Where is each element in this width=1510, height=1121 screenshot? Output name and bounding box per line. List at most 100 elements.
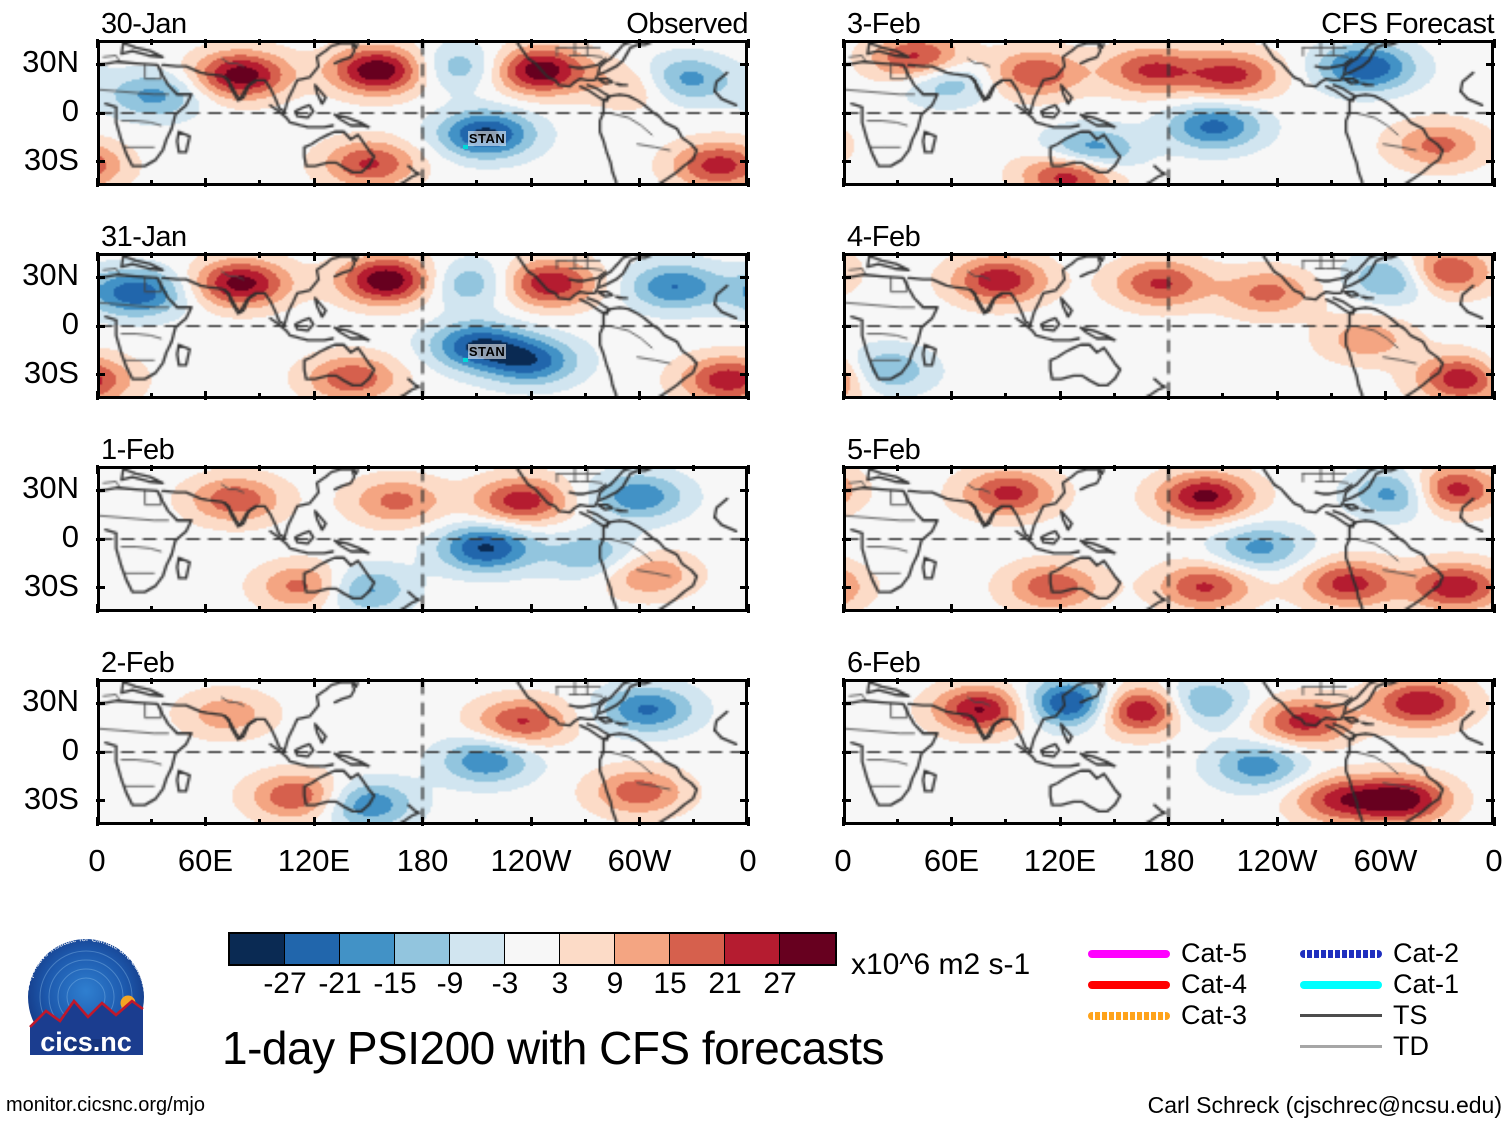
axis-tick [312, 391, 316, 400]
legend-item-cat-5: Cat-5 [1088, 938, 1247, 969]
map-panel [97, 466, 748, 612]
axis-tick [841, 604, 845, 613]
axis-tick-minor [1438, 393, 1442, 399]
axis-tick [1167, 178, 1170, 187]
axis-tick [842, 275, 851, 279]
axis-tick [529, 39, 533, 48]
axis-tick [740, 62, 749, 66]
footer-author: Carl Schreck (cjschrec@ncsu.edu) [1147, 1092, 1502, 1118]
axis-tick-minor [1221, 393, 1225, 399]
legend-label: Cat-3 [1181, 1000, 1248, 1030]
axis-tick [1384, 178, 1387, 187]
axis-tick-minor [692, 39, 696, 45]
axis-tick [740, 750, 749, 754]
y-axis-label: 0 [61, 306, 79, 341]
axis-tick [1486, 160, 1495, 164]
axis-tick-minor [692, 393, 696, 399]
axis-tick-minor [366, 252, 370, 258]
axis-tick [312, 252, 316, 261]
axis-tick [1058, 252, 1062, 261]
axis-tick-minor [258, 819, 262, 825]
axis-tick [1486, 750, 1495, 754]
axis-tick [1275, 252, 1279, 261]
axis-tick-minor [1112, 606, 1116, 612]
x-axis-label: 120E [1023, 843, 1097, 878]
axis-tick [95, 604, 99, 613]
axis-tick-minor [1004, 252, 1008, 258]
legend-item-td: TD [1300, 1031, 1459, 1062]
psi200-anomaly-field [846, 469, 1491, 609]
axis-tick [1167, 817, 1170, 826]
axis-tick [96, 373, 105, 377]
axis-tick-minor [1438, 819, 1442, 825]
axis-tick [95, 252, 99, 261]
axis-tick [204, 252, 207, 261]
axis-tick-minor [149, 606, 153, 612]
axis-tick [204, 39, 207, 48]
axis-tick [740, 324, 749, 328]
axis-tick [529, 252, 533, 261]
colorbar-tick-label: -3 [491, 967, 519, 1000]
axis-tick-minor [475, 393, 479, 399]
axis-tick [96, 537, 105, 541]
axis-tick-minor [1438, 678, 1442, 684]
axis-tick [1167, 465, 1170, 474]
axis-tick [842, 324, 851, 328]
axis-tick [421, 178, 424, 187]
axis-tick [421, 817, 424, 826]
map-panel [843, 253, 1494, 399]
axis-tick [96, 324, 105, 328]
axis-tick-minor [583, 39, 587, 45]
colorbar-segment [780, 934, 835, 964]
axis-tick [1492, 39, 1496, 48]
axis-tick-minor [1112, 39, 1116, 45]
axis-tick [638, 817, 641, 826]
axis-tick [1486, 799, 1495, 803]
axis-tick [1486, 373, 1495, 377]
axis-tick-minor [895, 39, 899, 45]
figure-title: 1-day PSI200 with CFS forecasts [222, 1022, 885, 1074]
legend-label: TD [1393, 1031, 1429, 1061]
axis-tick [950, 465, 953, 474]
x-axis-label: 0 [88, 843, 106, 878]
axis-tick-minor [1329, 393, 1333, 399]
axis-tick [1486, 275, 1495, 279]
axis-tick-minor [475, 39, 479, 45]
axis-tick [842, 160, 851, 164]
axis-tick [1486, 111, 1495, 115]
legend-item-cat-3: Cat-3 [1088, 1000, 1247, 1031]
axis-tick-minor [366, 678, 370, 684]
axis-tick [842, 701, 851, 705]
axis-tick-minor [583, 678, 587, 684]
axis-tick-minor [1221, 180, 1225, 186]
axis-tick [746, 604, 750, 613]
axis-tick [842, 586, 851, 590]
axis-tick-minor [258, 465, 262, 471]
axis-tick [1486, 324, 1495, 328]
axis-tick [96, 62, 105, 66]
axis-tick [95, 817, 99, 826]
axis-tick [1275, 817, 1279, 826]
legend-label: Cat-1 [1393, 969, 1460, 999]
colorbar-segment [725, 934, 780, 964]
axis-tick [529, 465, 533, 474]
footer-url: monitor.cicsnc.org/mjo [6, 1094, 205, 1116]
axis-tick [950, 178, 953, 187]
psi200-anomaly-field [100, 682, 745, 822]
axis-tick [1058, 39, 1062, 48]
axis-tick [1492, 178, 1496, 187]
axis-tick-minor [583, 252, 587, 258]
panel-date-label: 2-Feb [101, 647, 175, 679]
axis-tick-minor [1329, 465, 1333, 471]
axis-tick [1167, 252, 1170, 261]
axis-tick [746, 817, 750, 826]
axis-tick [96, 586, 105, 590]
x-axis-label: 60E [177, 843, 234, 878]
axis-tick-minor [149, 819, 153, 825]
axis-tick-minor [258, 39, 262, 45]
axis-tick-minor [149, 465, 153, 471]
axis-tick [529, 604, 533, 613]
axis-tick-minor [583, 465, 587, 471]
axis-tick-minor [366, 39, 370, 45]
map-panel [843, 40, 1494, 186]
